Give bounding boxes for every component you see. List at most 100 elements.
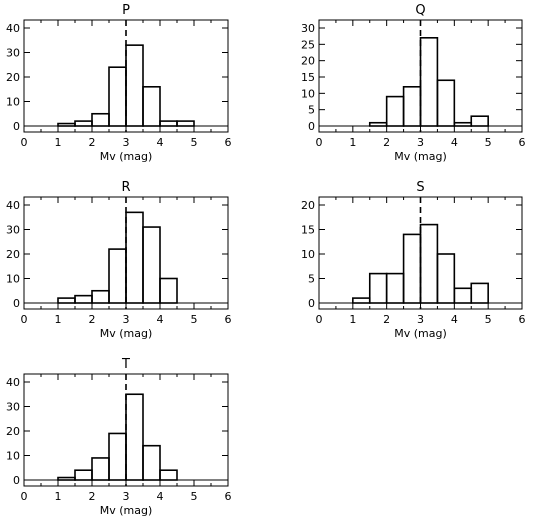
histogram-bar	[453, 287, 473, 304]
x-tick-label: 4	[157, 490, 164, 503]
x-tick-label: 1	[55, 490, 62, 503]
histogram-bar	[385, 272, 405, 304]
histogram-bar	[419, 223, 439, 304]
x-tick-label: 3	[417, 313, 424, 326]
histogram-bar	[176, 120, 195, 127]
histogram-bar	[108, 432, 127, 481]
histogram-bar	[436, 253, 456, 304]
y-tick-label: 20	[6, 425, 20, 438]
y-tick-label: 15	[301, 71, 315, 84]
x-tick-label: 5	[191, 136, 198, 149]
y-tick-label: 20	[6, 71, 20, 84]
histogram-bar	[419, 36, 439, 127]
panel-r: R 0 1 2 3 4 5 6 0 10 20 30 40 Mv (mag)	[6, 180, 232, 340]
y-tick-label: 20	[301, 199, 315, 212]
histogram-bar	[91, 457, 110, 481]
y-tick-label: 10	[6, 96, 20, 109]
x-tick-label: 1	[349, 136, 356, 149]
histogram-bar	[91, 289, 110, 304]
x-tick-label: 4	[451, 313, 458, 326]
y-tick-label: 10	[6, 450, 20, 463]
x-tick-label: 2	[89, 490, 96, 503]
y-tick-label: 0	[13, 297, 20, 310]
histogram-bar	[159, 120, 178, 127]
x-tick-label: 6	[225, 136, 232, 149]
histogram-bar	[125, 393, 144, 481]
x-tick-label: 0	[21, 490, 28, 503]
x-tick-label: 3	[123, 313, 130, 326]
histogram-bar	[402, 86, 422, 127]
x-tick-label: 5	[191, 490, 198, 503]
histogram-bar	[470, 282, 489, 304]
histogram-bar	[57, 297, 76, 304]
panel-p: P 0 1 2 3 4 5 6 0 10 20 30 40 Mv (mag)	[6, 3, 232, 163]
x-tick-label: 5	[485, 313, 492, 326]
x-tick-label: 1	[55, 136, 62, 149]
histogram-bar	[159, 277, 178, 304]
x-tick-label: 6	[519, 136, 526, 149]
y-tick-label: 0	[308, 120, 315, 133]
x-tick-label: 0	[316, 313, 323, 326]
x-tick-label: 3	[123, 136, 130, 149]
histogram-bar	[125, 44, 144, 127]
histogram-bar	[402, 233, 422, 304]
y-tick-label: 30	[6, 47, 20, 60]
x-tick-label: 4	[157, 313, 164, 326]
x-tick-label: 5	[485, 136, 492, 149]
histogram-bar	[385, 95, 405, 127]
y-tick-label: 0	[308, 297, 315, 310]
x-tick-label: 6	[225, 313, 232, 326]
histogram-bar	[74, 294, 93, 304]
y-tick-label: 5	[308, 273, 315, 286]
panel-title: S	[416, 180, 424, 195]
y-tick-label: 0	[13, 474, 20, 487]
y-tick-label: 10	[301, 87, 315, 100]
y-tick-label: 40	[6, 199, 20, 212]
histogram-bar	[74, 469, 93, 481]
x-axis-label: Mv (mag)	[100, 327, 153, 340]
x-tick-label: 2	[89, 313, 96, 326]
x-tick-label: 3	[417, 136, 424, 149]
x-tick-label: 0	[21, 313, 28, 326]
histogram-bar	[368, 272, 388, 304]
y-tick-label: 30	[301, 22, 315, 35]
histogram-bar	[125, 211, 144, 304]
panel-s: S 0 1 2 3 4 5 6 0 5 10 15 20 Mv (mag)	[301, 180, 526, 340]
panel-title: T	[121, 357, 130, 372]
x-axis-label: Mv (mag)	[100, 150, 153, 163]
histogram-bar	[159, 469, 178, 481]
x-tick-label: 0	[316, 136, 323, 149]
y-tick-label: 40	[6, 376, 20, 389]
x-tick-label: 0	[21, 136, 28, 149]
y-tick-label: 0	[13, 120, 20, 133]
y-tick-label: 5	[308, 104, 315, 117]
x-tick-label: 4	[157, 136, 164, 149]
y-tick-label: 30	[6, 401, 20, 414]
x-axis-label: Mv (mag)	[394, 150, 447, 163]
x-tick-label: 6	[225, 490, 232, 503]
x-tick-label: 4	[451, 136, 458, 149]
x-tick-label: 2	[383, 136, 390, 149]
panel-title: P	[122, 3, 130, 18]
panel-title: Q	[415, 3, 425, 18]
histogram-bar	[142, 444, 161, 481]
x-tick-label: 1	[55, 313, 62, 326]
histogram-bar	[108, 66, 127, 127]
y-tick-label: 40	[6, 22, 20, 35]
y-tick-label: 20	[301, 55, 315, 68]
y-tick-label: 15	[301, 224, 315, 237]
y-tick-label: 25	[301, 38, 315, 51]
histogram-bar	[436, 79, 456, 127]
panel-title: R	[121, 180, 130, 195]
y-tick-label: 20	[6, 248, 20, 261]
x-tick-label: 2	[383, 313, 390, 326]
histogram-bar	[142, 86, 161, 127]
x-tick-label: 5	[191, 313, 198, 326]
x-tick-label: 3	[123, 490, 130, 503]
panel-t: T 0 1 2 3 4 5 6 0 10 20 30 40 Mv (mag)	[6, 357, 232, 517]
panel-q: Q 0 1 2 3 4 5 6 0 5 10 15 20 25 30 Mv (mag)	[301, 3, 526, 163]
histogram-bar	[142, 226, 161, 304]
x-axis-label: Mv (mag)	[394, 327, 447, 340]
y-tick-label: 10	[301, 248, 315, 261]
